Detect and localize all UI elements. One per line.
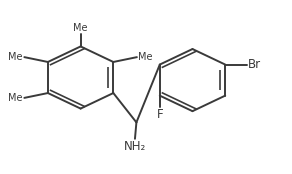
Text: Me: Me <box>8 52 23 62</box>
Text: F: F <box>157 108 163 121</box>
Text: Br: Br <box>248 58 261 71</box>
Text: Me: Me <box>138 52 153 62</box>
Text: Me: Me <box>73 23 88 33</box>
Text: Me: Me <box>8 93 23 103</box>
Text: NH₂: NH₂ <box>124 140 146 153</box>
